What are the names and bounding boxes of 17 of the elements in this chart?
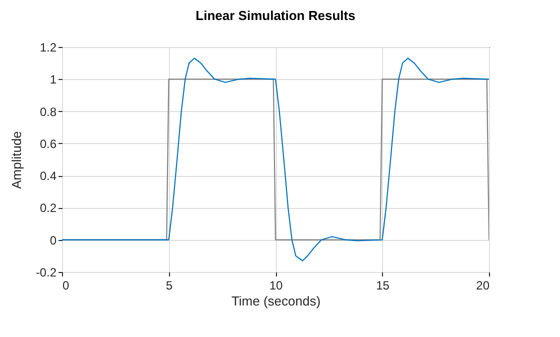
x-tick-label: 15 xyxy=(376,278,390,292)
y-tick-label: 1 xyxy=(50,72,57,87)
y-tick-label: 0 xyxy=(50,233,57,248)
y-tick-label: 0.6 xyxy=(40,136,57,151)
x-tick-label: 5 xyxy=(166,278,173,292)
y-tick-label: 1.2 xyxy=(40,40,57,54)
y-tick-label: 0.2 xyxy=(40,201,57,216)
y-tick-label: 0.4 xyxy=(40,169,57,184)
x-axis-title: Time (seconds) xyxy=(231,294,321,308)
x-tick-label: 20 xyxy=(476,278,490,292)
y-axis-title: Amplitude xyxy=(8,131,24,189)
x-tick-label: 10 xyxy=(269,278,283,292)
x-tick-label: 0 xyxy=(62,278,70,292)
chart-title: Linear Simulation Results xyxy=(196,8,356,23)
y-tick-label: 0.8 xyxy=(40,104,57,119)
line-series xyxy=(62,58,489,262)
y-tick-label: -0.2 xyxy=(36,266,57,280)
